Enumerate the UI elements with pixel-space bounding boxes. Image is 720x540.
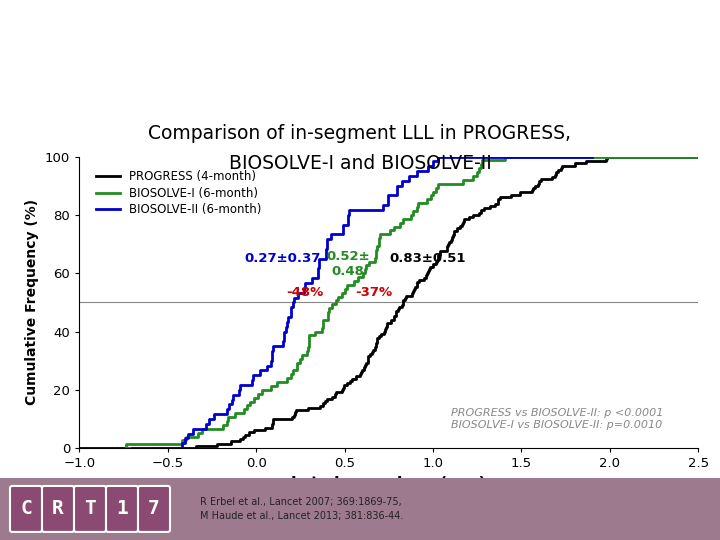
FancyBboxPatch shape (138, 486, 170, 532)
Text: 0.83±0.51: 0.83±0.51 (390, 252, 466, 265)
FancyBboxPatch shape (10, 486, 42, 532)
FancyBboxPatch shape (42, 486, 74, 532)
Text: 0.27±0.37: 0.27±0.37 (245, 252, 321, 265)
FancyBboxPatch shape (106, 486, 138, 532)
Text: -48%: -48% (286, 287, 323, 300)
Y-axis label: Cumulative Frequency (%): Cumulative Frequency (%) (25, 199, 40, 406)
Text: R: R (52, 500, 64, 518)
Text: Comparison of in-segment LLL in PROGRESS,: Comparison of in-segment LLL in PROGRESS… (148, 124, 572, 143)
Text: 1: 1 (116, 500, 128, 518)
Text: BIOSOLVE-I and BIOSOLVE-II: BIOSOLVE-I and BIOSOLVE-II (229, 154, 491, 173)
Text: C: C (20, 500, 32, 518)
X-axis label: Late Lumen Loss (mm): Late Lumen Loss (mm) (292, 476, 486, 491)
FancyBboxPatch shape (74, 486, 106, 532)
Text: 7: 7 (148, 500, 160, 518)
Text: R Erbel et al., Lancet 2007; 369:1869-75,
M Haude et al., Lancet 2013; 381:836-4: R Erbel et al., Lancet 2007; 369:1869-75… (200, 497, 403, 521)
Text: T: T (84, 500, 96, 518)
Legend: PROGRESS (4-month), BIOSOLVE-I (6-month), BIOSOLVE-II (6-month): PROGRESS (4-month), BIOSOLVE-I (6-month)… (91, 165, 266, 221)
Text: 0.52±
0.48: 0.52± 0.48 (326, 251, 370, 279)
Text: -37%: -37% (355, 287, 392, 300)
Text: PROGRESS vs BIOSOLVE-II: p <0.0001
BIOSOLVE-I vs BIOSOLVE-II: p=0.0010: PROGRESS vs BIOSOLVE-II: p <0.0001 BIOSO… (451, 408, 663, 430)
